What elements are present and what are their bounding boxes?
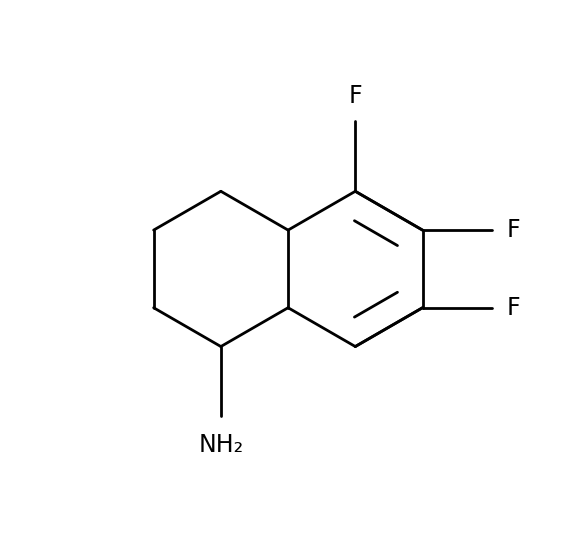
- Text: F: F: [506, 218, 520, 242]
- Text: F: F: [506, 296, 520, 320]
- Text: F: F: [348, 83, 362, 108]
- Text: NH₂: NH₂: [198, 433, 244, 457]
